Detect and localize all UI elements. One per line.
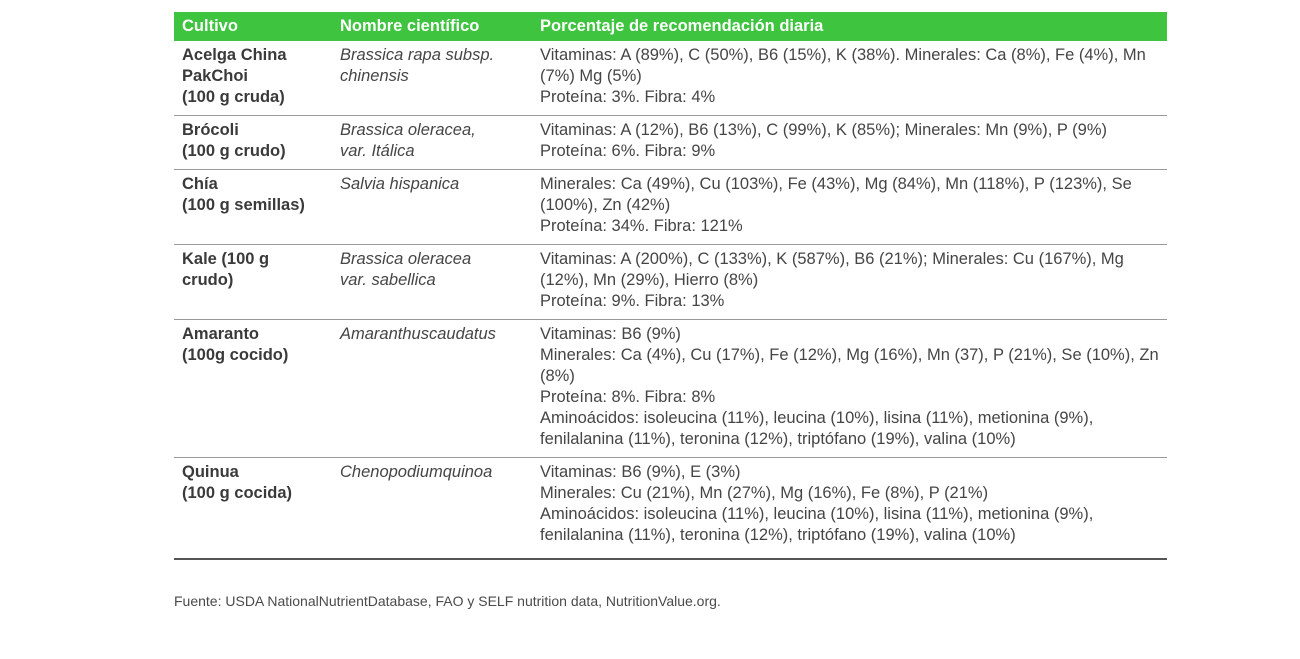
nutrition-table: Cultivo Nombre científico Porcentaje de …: [174, 12, 1167, 560]
daily-percentage-cell-line: Vitaminas: A (12%), B6 (13%), C (99%), K…: [540, 121, 1108, 139]
daily-percentage-cell-line: Vitaminas: B6 (9%): [540, 325, 681, 343]
scientific-name-cell-line: Brassica oleracea,: [340, 121, 476, 139]
table-row: Amaranto (100g cocido) Amaranthuscaudatus V…: [174, 319, 1167, 458]
crop-cell-line: (100 g cocida): [182, 484, 293, 502]
table-row: Chía (100 g semillas) Salvia hispanica Mine…: [174, 169, 1167, 245]
daily-percentage-cell: Vitaminas: A (89%), C (50%), B6 (15%), K…: [532, 41, 1167, 116]
daily-percentage-cell-line: Minerales: Cu (21%), Mn (27%), Mg (16%),…: [540, 484, 989, 502]
crop-cell-line: Amaranto: [182, 325, 260, 343]
daily-percentage-cell-line: Vitaminas: A (200%), C (133%), K (587%),…: [540, 250, 1124, 289]
daily-percentage-cell-line: Aminoácidos: isoleucina (11%), leucina (…: [540, 505, 1094, 544]
header-daily-percentage: Porcentaje de recomendación diaria: [532, 12, 1167, 41]
crop-cell-line: PakChoi: [182, 67, 249, 85]
table-body: Acelga China PakChoi (100 g cruda) Brassica…: [174, 41, 1167, 560]
daily-percentage-cell: Vitaminas: B6 (9%), E (3%) Minerales: Cu …: [532, 457, 1167, 560]
daily-percentage-cell-line: Minerales: Ca (49%), Cu (103%), Fe (43%)…: [540, 175, 1132, 214]
scientific-name-cell-line: Brassica oleracea: [340, 250, 472, 268]
crop-cell: Quinua (100 g cocida): [174, 457, 332, 560]
source-note: Fuente: USDA NationalNutrientDatabase, F…: [174, 593, 721, 609]
daily-percentage-cell-line: Minerales: Ca (4%), Cu (17%), Fe (12%), …: [540, 346, 1159, 385]
scientific-name-cell: Chenopodiumquinoa: [332, 457, 532, 560]
scientific-name-cell-line: var. Itálica: [340, 142, 415, 160]
scientific-name-cell-line: Salvia hispanica: [340, 175, 460, 193]
daily-percentage-cell-line: Vitaminas: A (89%), C (50%), B6 (15%), K…: [540, 46, 1146, 85]
crop-cell-line: (100 g cruda): [182, 88, 285, 106]
table-row: Kale (100 g crudo) Brassica oleracea var. s…: [174, 244, 1167, 320]
scientific-name-cell: Salvia hispanica: [332, 169, 532, 245]
crop-cell: Chía (100 g semillas): [174, 169, 332, 245]
crop-cell: Amaranto (100g cocido): [174, 319, 332, 458]
scientific-name-cell-line: var. sabellica: [340, 271, 436, 289]
scientific-name-cell: Brassica oleracea, var. Itálica: [332, 115, 532, 170]
crop-cell: Acelga China PakChoi (100 g cruda): [174, 41, 332, 116]
scientific-name-cell-line: Chenopodiumquinoa: [340, 463, 493, 481]
crop-cell-line: crudo): [182, 271, 234, 289]
nutrition-table-container: Cultivo Nombre científico Porcentaje de …: [174, 12, 1167, 560]
crop-cell-line: Chía: [182, 175, 218, 193]
daily-percentage-cell-line: Proteína: 9%. Fibra: 13%: [540, 292, 725, 310]
scientific-name-cell: Brassica rapa subsp. chinensis: [332, 41, 532, 116]
crop-cell-line: Kale (100 g: [182, 250, 270, 268]
table-header: Cultivo Nombre científico Porcentaje de …: [174, 12, 1167, 41]
scientific-name-cell: Amaranthuscaudatus: [332, 319, 532, 458]
daily-percentage-cell-line: Proteína: 8%. Fibra: 8%: [540, 388, 716, 406]
table-row: Quinua (100 g cocida) Chenopodiumquinoa Vit…: [174, 457, 1167, 560]
crop-cell-line: Acelga China: [182, 46, 287, 64]
daily-percentage-cell-line: Aminoácidos: isoleucina (11%), leucina (…: [540, 409, 1094, 448]
crop-cell-line: (100 g crudo): [182, 142, 286, 160]
header-scientific-name: Nombre científico: [332, 12, 532, 41]
scientific-name-cell-line: Amaranthuscaudatus: [340, 325, 496, 343]
crop-cell-line: Brócoli: [182, 121, 239, 139]
scientific-name-cell-line: Brassica rapa subsp.: [340, 46, 495, 64]
crop-cell-line: Quinua: [182, 463, 239, 481]
scientific-name-cell-line: chinensis: [340, 67, 409, 85]
table-row: Brócoli (100 g crudo) Brassica oleracea, va…: [174, 115, 1167, 170]
header-crop: Cultivo: [174, 12, 332, 41]
crop-cell: Brócoli (100 g crudo): [174, 115, 332, 170]
crop-cell: Kale (100 g crudo): [174, 244, 332, 320]
crop-cell-line: (100g cocido): [182, 346, 289, 364]
daily-percentage-cell: Vitaminas: A (12%), B6 (13%), C (99%), K…: [532, 115, 1167, 170]
header-row: Cultivo Nombre científico Porcentaje de …: [174, 12, 1167, 41]
daily-percentage-cell: Vitaminas: A (200%), C (133%), K (587%),…: [532, 244, 1167, 320]
daily-percentage-cell: Vitaminas: B6 (9%) Minerales: Ca (4%), Cu…: [532, 319, 1167, 458]
crop-cell-line: (100 g semillas): [182, 196, 305, 214]
daily-percentage-cell-line: Vitaminas: B6 (9%), E (3%): [540, 463, 741, 481]
daily-percentage-cell: Minerales: Ca (49%), Cu (103%), Fe (43%)…: [532, 169, 1167, 245]
scientific-name-cell: Brassica oleracea var. sabellica: [332, 244, 532, 320]
table-row: Acelga China PakChoi (100 g cruda) Brassica…: [174, 41, 1167, 116]
daily-percentage-cell-line: Proteína: 34%. Fibra: 121%: [540, 217, 743, 235]
daily-percentage-cell-line: Proteína: 3%. Fibra: 4%: [540, 88, 716, 106]
daily-percentage-cell-line: Proteína: 6%. Fibra: 9%: [540, 142, 716, 160]
